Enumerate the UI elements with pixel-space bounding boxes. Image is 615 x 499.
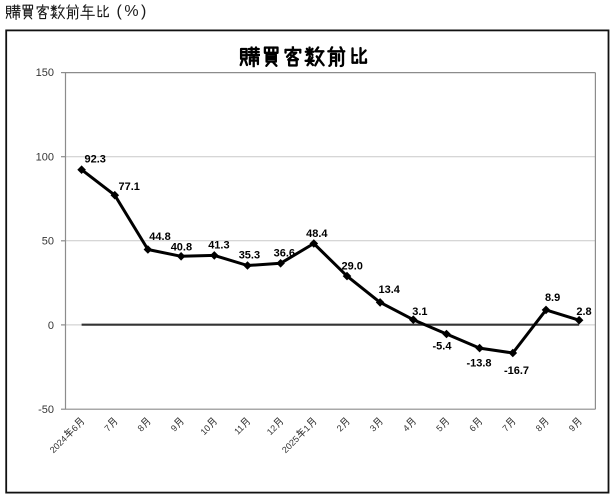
svg-text:5: 5 xyxy=(434,423,445,434)
svg-text:-13.8: -13.8 xyxy=(466,357,491,369)
svg-text:35.3: 35.3 xyxy=(239,249,260,261)
svg-text:29.0: 29.0 xyxy=(341,260,362,272)
svg-text:0: 0 xyxy=(48,320,54,332)
svg-text:2.8: 2.8 xyxy=(576,306,591,318)
svg-text:2: 2 xyxy=(335,423,346,434)
svg-text:8.9: 8.9 xyxy=(545,292,560,304)
svg-text:100: 100 xyxy=(36,152,54,164)
svg-text:9: 9 xyxy=(567,423,578,434)
svg-text:-16.7: -16.7 xyxy=(504,365,529,377)
svg-text:1: 1 xyxy=(302,423,313,434)
svg-text:41.3: 41.3 xyxy=(208,240,229,252)
svg-text:77.1: 77.1 xyxy=(118,181,139,193)
svg-text:4: 4 xyxy=(401,423,412,434)
svg-text:48.4: 48.4 xyxy=(306,228,328,240)
svg-text:-50: -50 xyxy=(38,404,54,416)
svg-text:40.8: 40.8 xyxy=(171,242,192,254)
svg-text:36.6: 36.6 xyxy=(274,248,295,260)
svg-text:-5.4: -5.4 xyxy=(433,341,453,353)
svg-text:9: 9 xyxy=(169,423,180,434)
svg-text:92.3: 92.3 xyxy=(84,153,105,165)
svg-text:6: 6 xyxy=(467,423,478,434)
svg-text:50: 50 xyxy=(42,236,54,248)
svg-text:3: 3 xyxy=(368,423,379,434)
svg-text:7: 7 xyxy=(103,423,114,434)
svg-text:(%): (%) xyxy=(117,3,149,20)
svg-text:44.8: 44.8 xyxy=(149,231,170,243)
svg-text:13.4: 13.4 xyxy=(378,284,400,296)
svg-text:6: 6 xyxy=(69,423,80,434)
svg-text:7: 7 xyxy=(501,423,512,434)
svg-text:3.1: 3.1 xyxy=(412,306,427,318)
svg-text:8: 8 xyxy=(534,423,545,434)
svg-text:150: 150 xyxy=(36,67,54,79)
svg-text:8: 8 xyxy=(136,423,147,434)
